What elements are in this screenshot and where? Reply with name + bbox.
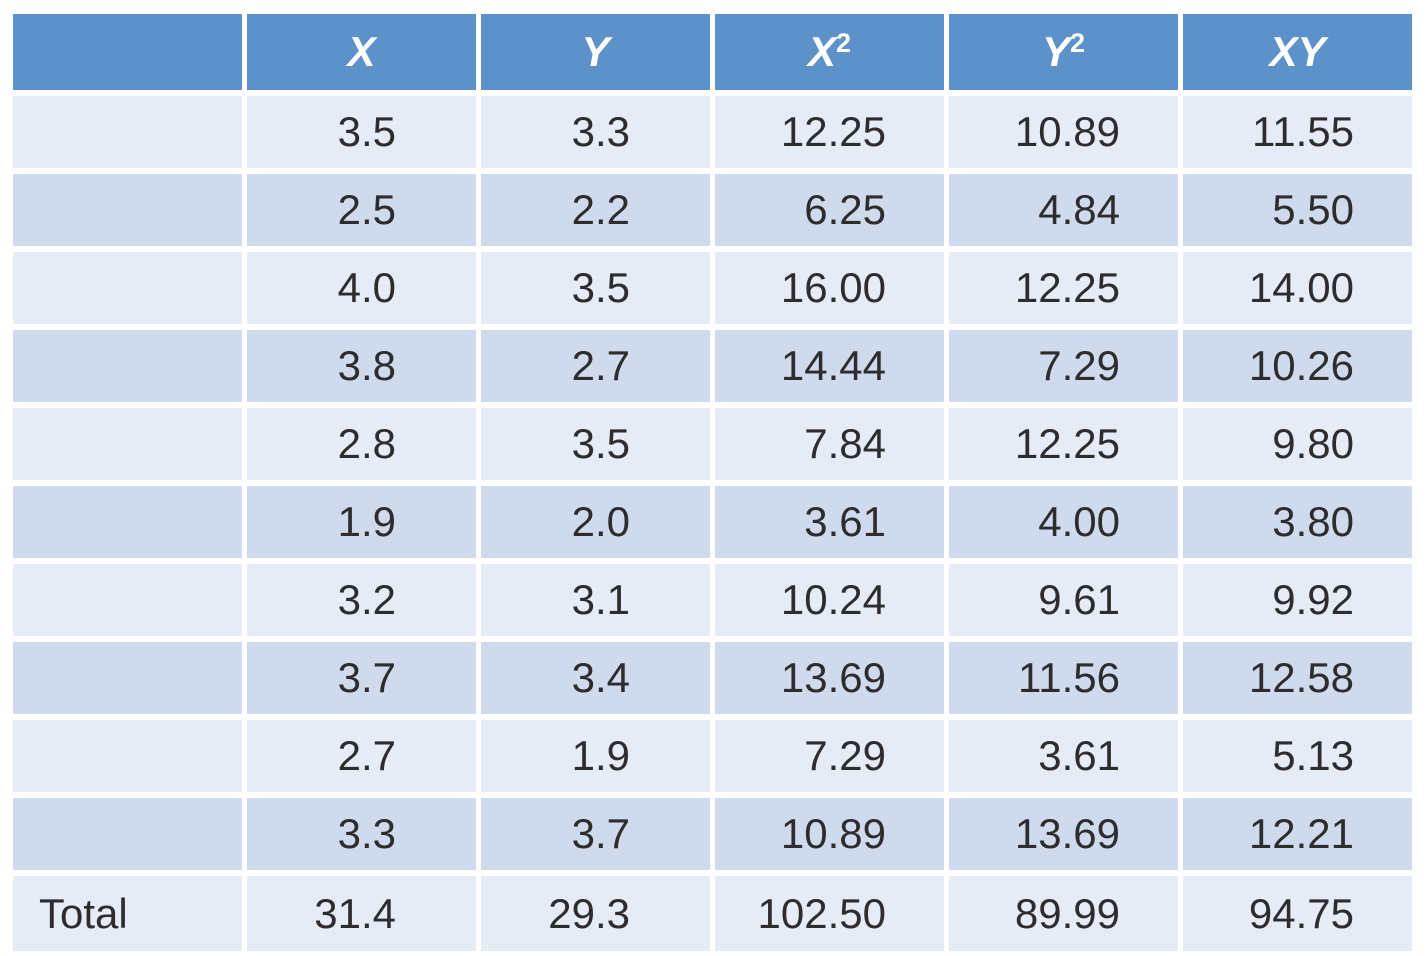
cell-y-squared: 9.61 bbox=[949, 564, 1178, 636]
header-superscript: 2 bbox=[835, 28, 852, 58]
table-row: 3.3 3.7 10.89 13.69 12.21 bbox=[13, 798, 1412, 870]
table-row: 2.8 3.5 7.84 12.25 9.80 bbox=[13, 408, 1412, 480]
cell-xy: 9.80 bbox=[1183, 408, 1412, 480]
row-label-cell bbox=[13, 96, 242, 168]
row-label-cell bbox=[13, 174, 242, 246]
row-label-cell bbox=[13, 330, 242, 402]
table-row: 2.5 2.2 6.25 4.84 5.50 bbox=[13, 174, 1412, 246]
cell-xy: 12.58 bbox=[1183, 642, 1412, 714]
column-header-y-squared: Y2 bbox=[949, 14, 1178, 90]
cell-x: 3.8 bbox=[247, 330, 476, 402]
cell-xy: 5.50 bbox=[1183, 174, 1412, 246]
header-superscript: 2 bbox=[1069, 28, 1086, 58]
total-row: Total 31.4 29.3 102.50 89.99 94.75 bbox=[13, 876, 1412, 951]
cell-y-squared: 12.25 bbox=[949, 252, 1178, 324]
cell-y-squared: 13.69 bbox=[949, 798, 1178, 870]
cell-x: 3.7 bbox=[247, 642, 476, 714]
statistics-table: X Y X2 Y2 XY 3.5 3.3 12.25 10.89 11.55 2… bbox=[8, 8, 1417, 956]
cell-x: 1.9 bbox=[247, 486, 476, 558]
cell-y: 2.0 bbox=[481, 486, 710, 558]
cell-y: 3.7 bbox=[481, 798, 710, 870]
cell-x: 3.5 bbox=[247, 96, 476, 168]
column-header-x: X bbox=[247, 14, 476, 90]
total-xy: 94.75 bbox=[1183, 876, 1412, 951]
cell-xy: 3.80 bbox=[1183, 486, 1412, 558]
table-header: X Y X2 Y2 XY bbox=[13, 14, 1412, 90]
cell-x-squared: 7.29 bbox=[715, 720, 944, 792]
cell-y: 3.1 bbox=[481, 564, 710, 636]
total-y-squared: 89.99 bbox=[949, 876, 1178, 951]
cell-y-squared: 4.00 bbox=[949, 486, 1178, 558]
table-row: 3.8 2.7 14.44 7.29 10.26 bbox=[13, 330, 1412, 402]
cell-xy: 10.26 bbox=[1183, 330, 1412, 402]
cell-x-squared: 10.89 bbox=[715, 798, 944, 870]
header-label: Y bbox=[581, 28, 610, 75]
cell-x-squared: 7.84 bbox=[715, 408, 944, 480]
cell-xy: 14.00 bbox=[1183, 252, 1412, 324]
cell-y-squared: 10.89 bbox=[949, 96, 1178, 168]
cell-x: 3.2 bbox=[247, 564, 476, 636]
table-row: 1.9 2.0 3.61 4.00 3.80 bbox=[13, 486, 1412, 558]
total-x-squared: 102.50 bbox=[715, 876, 944, 951]
cell-y: 3.3 bbox=[481, 96, 710, 168]
cell-x-squared: 6.25 bbox=[715, 174, 944, 246]
cell-y-squared: 4.84 bbox=[949, 174, 1178, 246]
header-label: X bbox=[347, 28, 376, 75]
row-label-cell bbox=[13, 486, 242, 558]
cell-y: 2.7 bbox=[481, 330, 710, 402]
cell-x-squared: 13.69 bbox=[715, 642, 944, 714]
row-label-cell bbox=[13, 798, 242, 870]
cell-x: 3.3 bbox=[247, 798, 476, 870]
cell-x-squared: 14.44 bbox=[715, 330, 944, 402]
cell-xy: 12.21 bbox=[1183, 798, 1412, 870]
table-body: 3.5 3.3 12.25 10.89 11.55 2.5 2.2 6.25 4… bbox=[13, 96, 1412, 951]
cell-y: 2.2 bbox=[481, 174, 710, 246]
total-label: Total bbox=[13, 876, 242, 951]
cell-y-squared: 7.29 bbox=[949, 330, 1178, 402]
cell-x-squared: 16.00 bbox=[715, 252, 944, 324]
cell-x-squared: 3.61 bbox=[715, 486, 944, 558]
header-label: X bbox=[807, 28, 836, 75]
cell-y: 3.5 bbox=[481, 408, 710, 480]
table-row: 4.0 3.5 16.00 12.25 14.00 bbox=[13, 252, 1412, 324]
column-header-x-squared: X2 bbox=[715, 14, 944, 90]
cell-y: 1.9 bbox=[481, 720, 710, 792]
cell-x: 2.8 bbox=[247, 408, 476, 480]
cell-xy: 5.13 bbox=[1183, 720, 1412, 792]
cell-y: 3.4 bbox=[481, 642, 710, 714]
cell-x: 2.7 bbox=[247, 720, 476, 792]
cell-y: 3.5 bbox=[481, 252, 710, 324]
column-header-blank bbox=[13, 14, 242, 90]
header-row: X Y X2 Y2 XY bbox=[13, 14, 1412, 90]
column-header-xy: XY bbox=[1183, 14, 1412, 90]
row-label-cell bbox=[13, 252, 242, 324]
cell-x-squared: 12.25 bbox=[715, 96, 944, 168]
row-label-cell bbox=[13, 642, 242, 714]
row-label-cell bbox=[13, 408, 242, 480]
header-label: Y bbox=[1041, 28, 1070, 75]
cell-y-squared: 12.25 bbox=[949, 408, 1178, 480]
row-label-cell bbox=[13, 564, 242, 636]
cell-xy: 9.92 bbox=[1183, 564, 1412, 636]
cell-x: 2.5 bbox=[247, 174, 476, 246]
cell-y-squared: 3.61 bbox=[949, 720, 1178, 792]
total-x: 31.4 bbox=[247, 876, 476, 951]
cell-x: 4.0 bbox=[247, 252, 476, 324]
cell-x-squared: 10.24 bbox=[715, 564, 944, 636]
column-header-y: Y bbox=[481, 14, 710, 90]
cell-xy: 11.55 bbox=[1183, 96, 1412, 168]
total-y: 29.3 bbox=[481, 876, 710, 951]
table-row: 3.5 3.3 12.25 10.89 11.55 bbox=[13, 96, 1412, 168]
table-row: 3.2 3.1 10.24 9.61 9.92 bbox=[13, 564, 1412, 636]
table-row: 3.7 3.4 13.69 11.56 12.58 bbox=[13, 642, 1412, 714]
header-label: XY bbox=[1269, 28, 1326, 75]
table-row: 2.7 1.9 7.29 3.61 5.13 bbox=[13, 720, 1412, 792]
row-label-cell bbox=[13, 720, 242, 792]
cell-y-squared: 11.56 bbox=[949, 642, 1178, 714]
